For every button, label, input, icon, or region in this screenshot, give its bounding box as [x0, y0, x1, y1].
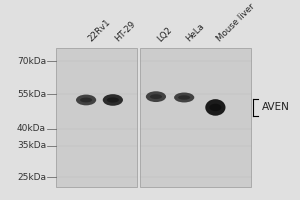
- Text: 25kDa: 25kDa: [17, 173, 46, 182]
- Text: AVEN: AVEN: [262, 102, 289, 112]
- Text: 35kDa: 35kDa: [17, 141, 46, 150]
- Ellipse shape: [76, 95, 96, 105]
- Text: 55kDa: 55kDa: [17, 90, 46, 99]
- Ellipse shape: [178, 95, 190, 100]
- Text: 40kDa: 40kDa: [17, 124, 46, 133]
- Text: HT-29: HT-29: [113, 20, 137, 44]
- Ellipse shape: [209, 104, 221, 111]
- Ellipse shape: [103, 94, 123, 106]
- Text: 70kDa: 70kDa: [17, 57, 46, 66]
- Ellipse shape: [205, 99, 226, 116]
- FancyBboxPatch shape: [140, 48, 251, 187]
- Text: HeLa: HeLa: [184, 22, 206, 44]
- FancyBboxPatch shape: [56, 48, 136, 187]
- Ellipse shape: [107, 97, 119, 103]
- Text: 22Rv1: 22Rv1: [86, 18, 112, 44]
- Ellipse shape: [80, 98, 92, 102]
- Text: LQ2: LQ2: [156, 25, 174, 44]
- Ellipse shape: [146, 91, 166, 102]
- Text: Mouse liver: Mouse liver: [215, 2, 257, 44]
- Ellipse shape: [174, 93, 194, 102]
- Ellipse shape: [150, 94, 162, 99]
